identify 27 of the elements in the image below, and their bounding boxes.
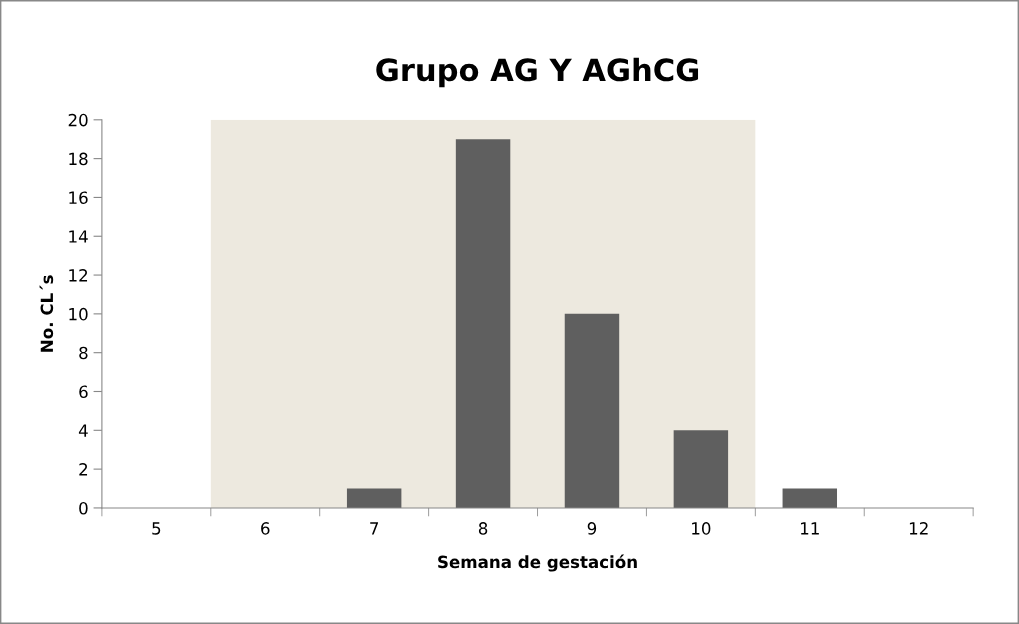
y-tick-label: 10 [69,307,88,321]
y-tick-label: 0 [79,501,88,515]
x-tick-label: 10 [692,522,711,535]
x-tick-label: 5 [152,522,161,535]
y-tick-label: 12 [69,269,88,282]
x-tick-label: 8 [478,522,488,535]
y-tick-label: 18 [69,152,88,166]
x-tick-label: 9 [587,522,597,535]
bar [564,313,620,508]
x-tick-label: 11 [801,522,819,535]
x-tick-label: 7 [370,522,379,535]
y-tick-label: 2 [79,463,88,476]
y-tick-label: 16 [69,191,88,204]
y-tick-label: 20 [68,113,88,127]
x-tick-label: 6 [261,522,270,535]
chart-title: Grupo AG Y AGhCG [376,57,699,88]
y-tick-label: 4 [78,424,88,437]
bar [455,139,511,508]
x-axis-title: Semana de gestación [438,554,637,572]
bar [782,488,838,508]
y-tick-label: 8 [79,346,88,360]
x-tick-label: 12 [909,522,928,535]
y-tick-label: 14 [69,230,88,243]
bar [346,488,402,508]
bar [673,430,729,508]
y-tick-label: 6 [79,385,88,399]
y-axis-title: No. CL´s [39,275,54,352]
